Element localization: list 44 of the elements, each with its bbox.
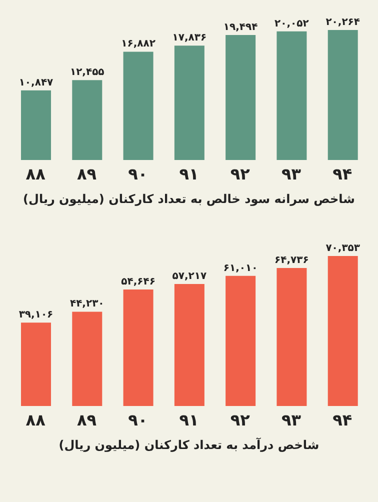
data-label: ۴۴,۲۳۰ <box>70 298 104 310</box>
x-tick-label: ۹۳ <box>282 410 302 430</box>
x-tick-label: ۸۹ <box>76 164 97 184</box>
x-tick-label: ۹۰ <box>128 410 148 430</box>
text: شاخص درآمد به تعداد کارکنان (میلیون ریال) <box>58 436 320 454</box>
data-label: ۵۷,۲۱۷ <box>172 271 207 282</box>
bar <box>328 256 358 406</box>
data-label: ۷۰,۳۵۳ <box>326 243 360 254</box>
bar <box>21 90 51 160</box>
x-tick-label: ۹۰ <box>128 164 148 184</box>
x-tick-label: ۹۲ <box>230 164 250 184</box>
bar <box>72 80 102 160</box>
x-tick-label: ۸۸ <box>26 410 46 430</box>
x-tick-label: ۹۲ <box>230 410 250 430</box>
data-label: ۶۴,۷۳۶ <box>274 254 309 266</box>
data-label: ۱۶,۸۸۲ <box>121 38 156 50</box>
bar <box>226 276 256 406</box>
bar <box>174 46 204 160</box>
bar <box>174 284 204 406</box>
data-label: ۳۹,۱۰۶ <box>18 310 54 321</box>
text: شاخص سرانه سود خالص به تعداد کارکنان (میلیون ریال) <box>22 191 356 208</box>
x-tick-label: ۹۱ <box>179 410 199 430</box>
bar <box>72 312 102 406</box>
x-tick-label: ۹۳ <box>282 164 302 184</box>
data-label: ۱۷,۸۳۶ <box>172 32 207 44</box>
bar <box>123 52 154 160</box>
bar <box>226 34 256 160</box>
data-label: ۲۰,۰۵۲ <box>274 18 309 30</box>
data-label: ۶۱,۰۱۰ <box>223 262 258 274</box>
data-label: ۲۰,۲۶۴ <box>326 17 360 28</box>
data-label: ۵۴,۶۴۶ <box>121 276 156 288</box>
data-label: ۱۹,۴۹۴ <box>223 22 258 33</box>
bar <box>328 30 358 160</box>
data-label: ۱۰,۸۴۷ <box>18 77 54 88</box>
bar <box>276 31 307 160</box>
bar <box>276 268 307 406</box>
bar <box>123 289 154 406</box>
bar <box>21 322 51 406</box>
x-tick-label: ۸۹ <box>76 410 97 430</box>
x-tick-label: ۹۴ <box>332 164 352 184</box>
data-label: ۱۲,۴۵۵ <box>70 67 104 78</box>
x-tick-label: ۹۱ <box>179 164 199 184</box>
x-tick-label: ۹۴ <box>332 410 352 430</box>
x-tick-label: ۸۸ <box>26 164 46 184</box>
